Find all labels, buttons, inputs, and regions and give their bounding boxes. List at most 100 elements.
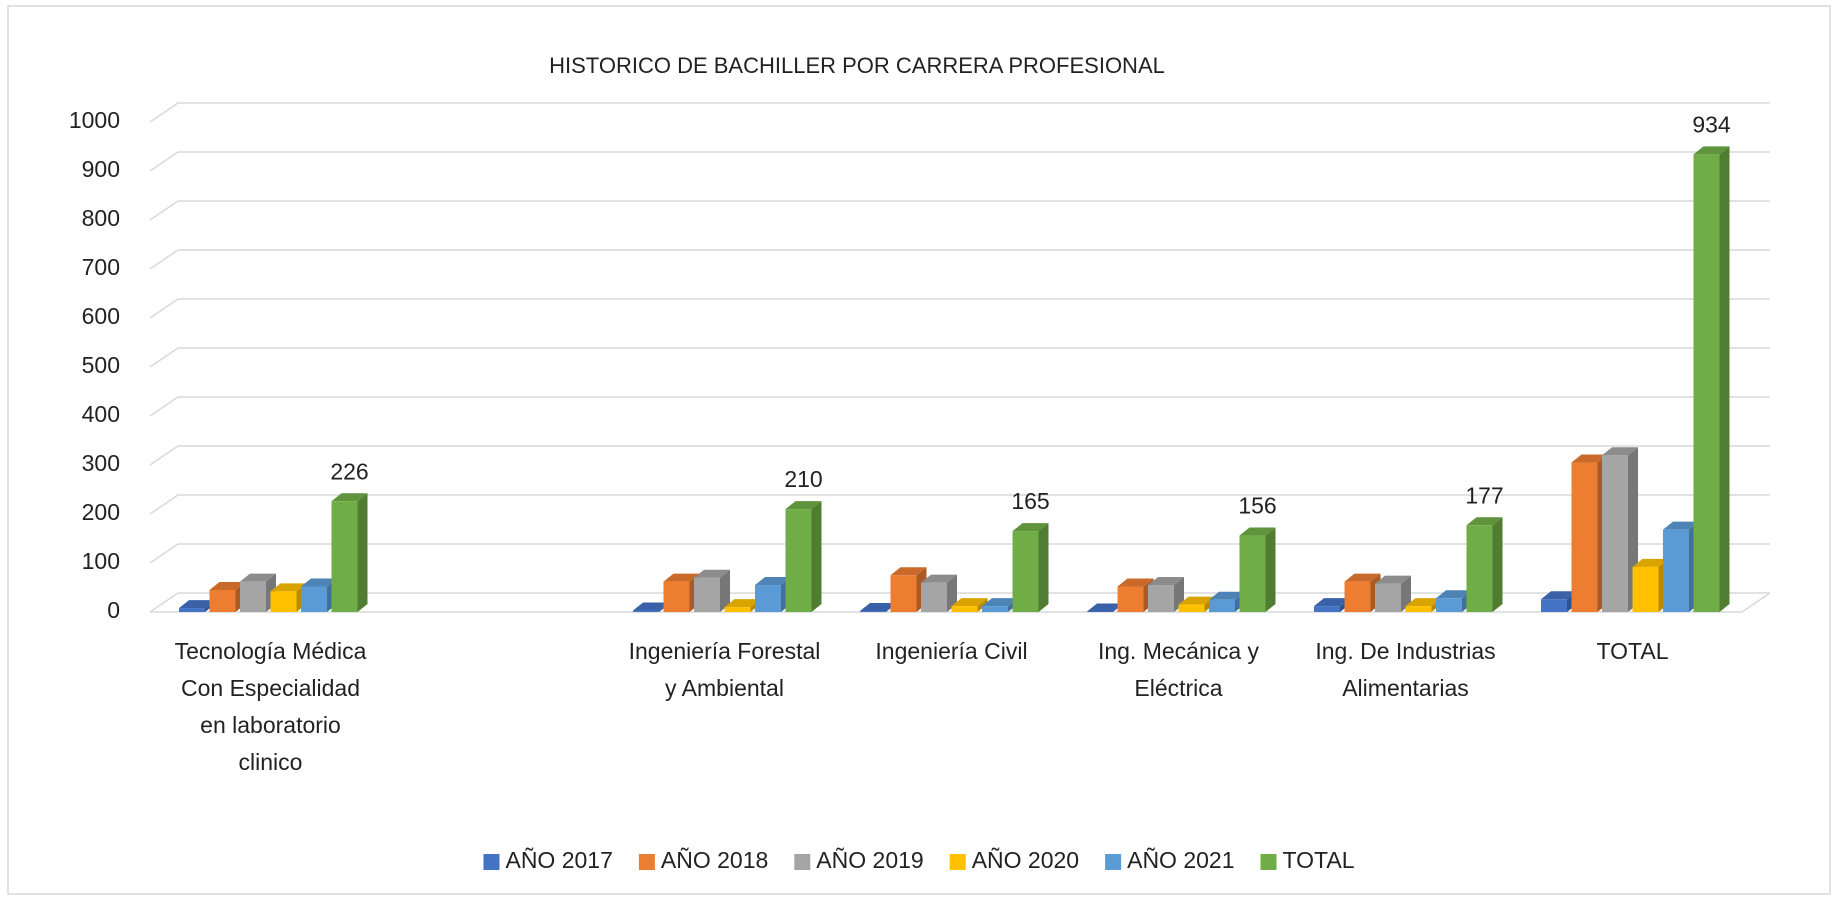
bar-side [357, 493, 368, 612]
bar [1314, 606, 1340, 612]
floor-right [1741, 592, 1771, 613]
bar-top [1436, 590, 1472, 599]
bar [1436, 598, 1462, 612]
bar [209, 589, 236, 612]
bar [179, 608, 205, 612]
bar-top [755, 577, 791, 586]
bar-side [811, 501, 822, 612]
legend-label: AÑO 2021 [1127, 847, 1234, 873]
legend-swatch [794, 854, 811, 870]
bar [240, 581, 266, 612]
x-tick-label: Tecnología Médica Con Especialidad en la… [174, 638, 367, 775]
bar-side [1038, 523, 1049, 612]
bar [890, 575, 917, 612]
bar [331, 501, 358, 612]
bar-top [860, 603, 896, 612]
y-tick-label: 100 [82, 548, 120, 574]
grid-line-side [149, 151, 179, 172]
bar-top [1693, 146, 1730, 155]
legend-swatch [1260, 854, 1277, 870]
bar-top [1375, 575, 1411, 584]
bar [755, 585, 781, 612]
grid-line-side [149, 102, 179, 123]
grid-line-side [149, 445, 179, 466]
data-label: 165 [1011, 488, 1049, 514]
bar [860, 611, 886, 612]
legend-swatch [483, 854, 500, 870]
bar-top [1178, 596, 1215, 605]
y-tick-label: 800 [82, 205, 120, 231]
bar [982, 606, 1008, 612]
bar-top [1602, 447, 1638, 456]
bar [724, 607, 751, 612]
y-tick-label: 300 [82, 450, 120, 476]
bar-top [1314, 598, 1350, 607]
bar-top [921, 574, 957, 583]
bar-side [1265, 527, 1276, 612]
bar [1663, 529, 1689, 612]
y-tick-label: 900 [82, 156, 120, 182]
bar-side [720, 569, 730, 612]
chart-border [7, 5, 1831, 895]
bar-top [1117, 578, 1154, 587]
bar [1178, 604, 1205, 612]
bar-top [890, 567, 927, 576]
bar-top [209, 581, 246, 590]
bar-top [951, 598, 988, 607]
y-tick-label: 700 [82, 254, 120, 280]
bar [951, 606, 978, 612]
bar-top [663, 573, 700, 582]
bar [1209, 599, 1235, 612]
bar-top [724, 599, 761, 608]
legend-label: AÑO 2018 [661, 847, 768, 873]
bar-top [1148, 577, 1184, 586]
legend-swatch [638, 854, 655, 870]
bar [1344, 581, 1371, 612]
grid-line-side [149, 592, 179, 613]
legend-label: TOTAL [1283, 847, 1355, 873]
bar [1117, 586, 1144, 612]
y-tick-label: 200 [82, 499, 120, 525]
bar [1632, 566, 1659, 612]
x-tick-label: TOTAL [1596, 638, 1669, 664]
bar [1012, 531, 1039, 612]
bar-top [633, 602, 669, 611]
bar-side [1719, 146, 1730, 612]
chart-title: HISTORICO DE BACHILLER POR CARRERA PROFE… [549, 53, 1165, 78]
y-tick-label: 0 [107, 597, 120, 623]
bar-top [1209, 591, 1245, 600]
bar-top [1012, 523, 1049, 532]
bar [921, 582, 947, 612]
data-label: 210 [784, 466, 822, 492]
bar [301, 586, 327, 612]
bar-top [1087, 603, 1123, 612]
bar-top [331, 493, 368, 502]
bar [1466, 525, 1493, 612]
bar-top [1541, 591, 1577, 600]
x-tick-label: Ingeniería Civil [875, 638, 1028, 664]
bar [785, 509, 812, 612]
bar-top [270, 583, 307, 592]
data-label: 177 [1465, 482, 1503, 508]
legend-label: AÑO 2017 [505, 847, 612, 873]
bar-side [977, 598, 988, 612]
y-tick-label: 500 [82, 352, 120, 378]
bar [1375, 583, 1401, 612]
bar-top [1466, 517, 1503, 526]
bar [663, 581, 690, 612]
y-tick-label: 1000 [69, 107, 120, 133]
legend-label: AÑO 2020 [972, 847, 1079, 873]
bar [1571, 462, 1598, 612]
x-tick-label: Ing. De Industrias Alimentarias [1315, 638, 1496, 701]
bar-top [301, 578, 337, 587]
bar-top [694, 569, 730, 578]
bar-top [982, 598, 1018, 607]
bar-top [1405, 598, 1442, 607]
bar [1148, 585, 1174, 612]
data-label: 934 [1692, 111, 1731, 137]
data-label: 156 [1238, 493, 1276, 519]
bar [694, 577, 720, 612]
legend-swatch [949, 854, 966, 870]
